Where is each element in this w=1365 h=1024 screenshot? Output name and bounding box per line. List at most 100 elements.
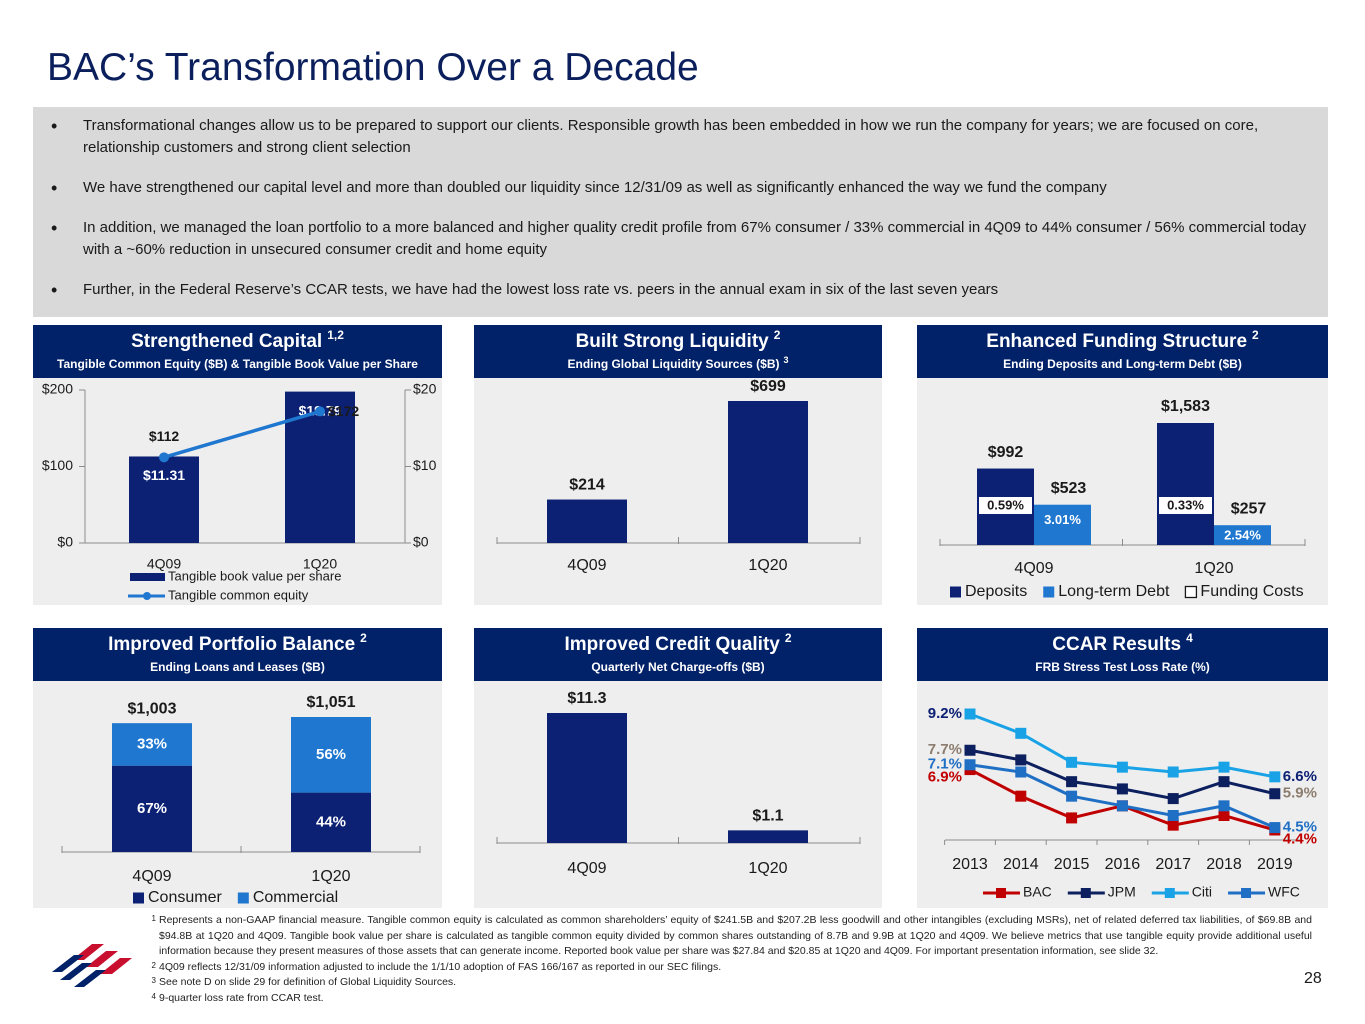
x-tick-label: 4Q09 <box>132 868 171 885</box>
line-marker <box>1015 727 1027 739</box>
panel-title-text: Improved Portfolio Balance <box>108 634 355 655</box>
x-tick-label: 4Q09 <box>1014 560 1053 577</box>
panel-title: Built Strong Liquidity 2 <box>576 328 781 352</box>
panel-subtitle-text: FRB Stress Test Loss Rate (%) <box>1035 660 1210 674</box>
footnote-text: 4Q09 reflects 12/31/09 information adjus… <box>159 960 722 973</box>
x-tick-label: 1Q20 <box>748 860 787 877</box>
bar-value-label: $11.31 <box>143 467 185 483</box>
line-marker <box>964 744 976 756</box>
panel-subtitle: Ending Global Liquidity Sources ($B) 3 <box>567 355 788 371</box>
total-label: $1,051 <box>307 694 356 711</box>
bar <box>1034 504 1091 545</box>
line-marker <box>964 708 976 720</box>
segment-label: 67% <box>137 800 167 817</box>
title-superscript: 1,2 <box>327 328 344 342</box>
title-superscript: 2 <box>774 328 781 342</box>
legend-label: Tangible book value per share <box>168 568 341 583</box>
panel-title-text: Strengthened Capital <box>131 331 322 352</box>
legend-swatch <box>130 573 165 581</box>
bar <box>129 456 199 543</box>
panel-title: Improved Credit Quality 2 <box>564 631 791 655</box>
line-value-label: $172 <box>328 403 359 419</box>
x-tick-label: 2019 <box>1257 856 1293 873</box>
footnote-text: Represents a non-GAAP financial measure.… <box>159 914 1312 957</box>
legend-swatch <box>133 892 144 904</box>
bar-value-label: $257 <box>1231 500 1267 517</box>
line-marker <box>1269 822 1281 834</box>
line-value-label: 5.9% <box>1283 785 1317 802</box>
line-value-label: 9.2% <box>928 705 962 722</box>
legend-label: Commercial <box>253 889 338 906</box>
cost-label-box <box>979 497 1032 514</box>
legend-swatch <box>237 892 249 904</box>
page-number: 28 <box>1304 970 1322 987</box>
bar <box>547 713 627 843</box>
legend-label: JPM <box>1108 884 1136 900</box>
line-marker <box>1116 761 1128 773</box>
logo <box>52 944 132 987</box>
line-marker <box>1116 783 1128 795</box>
legend-marker <box>1241 888 1252 898</box>
bar-value-label: $992 <box>988 444 1024 461</box>
line-point <box>315 406 325 417</box>
legend-label: Funding Costs <box>1200 583 1303 600</box>
panel-subtitle-text: Ending Global Liquidity Sources ($B) <box>567 357 779 371</box>
bullet: Further, in the Federal Reserve’s CCAR t… <box>51 279 1314 301</box>
panel-header <box>33 628 442 681</box>
line-value-label: $112 <box>149 428 180 444</box>
legend-swatch <box>950 586 961 598</box>
panel-subtitle: Ending Deposits and Long-term Debt ($B) <box>1003 357 1242 371</box>
line-marker <box>964 759 976 771</box>
panel-header <box>917 325 1328 378</box>
legend-label: BAC <box>1023 884 1052 900</box>
bar-value-label: $699 <box>750 378 786 395</box>
bar-segment <box>291 717 371 793</box>
bullet-box: Transformational changes allow us to be … <box>33 107 1328 317</box>
panel-title-text: CCAR Results <box>1052 634 1181 655</box>
y2-tick-label: $0 <box>413 534 429 550</box>
x-tick-label: 1Q20 <box>303 556 337 572</box>
line-value-label: 6.6% <box>1283 768 1317 785</box>
footnote-text: See note D on slide 29 for definition of… <box>159 976 457 988</box>
line-point <box>159 452 169 463</box>
y2-tick-label: $20 <box>413 381 437 397</box>
segment-label: 56% <box>316 746 346 763</box>
legend-label: Deposits <box>965 583 1027 600</box>
panel-subtitle-text: Tangible Common Equity ($B) & Tangible B… <box>57 357 418 371</box>
panel-title: Strengthened Capital 1,2 <box>131 328 344 352</box>
panel-subtitle: Ending Loans and Leases ($B) <box>150 660 325 674</box>
x-tick-label: 1Q20 <box>311 868 350 885</box>
x-tick-label: 2017 <box>1155 856 1191 873</box>
legend-marker <box>996 888 1006 898</box>
y2-tick-label: $10 <box>413 457 437 473</box>
line-marker <box>1269 788 1281 800</box>
title-superscript: 2 <box>360 631 367 645</box>
bar-value-label: $214 <box>569 477 605 494</box>
y-tick-label: $200 <box>42 381 73 397</box>
panel-title: CCAR Results 4 <box>1052 631 1193 655</box>
footnote-marker: 2 <box>151 960 156 970</box>
total-label: $1,003 <box>128 700 177 717</box>
line-marker <box>1066 790 1078 802</box>
bar-segment <box>291 792 371 852</box>
cost-label: 3.01% <box>1044 512 1081 527</box>
line-marker <box>1167 810 1179 821</box>
line-marker <box>1015 790 1027 802</box>
line-marker <box>1218 776 1230 788</box>
panel-header <box>474 325 882 378</box>
x-tick-label: 4Q09 <box>147 556 181 572</box>
line-value-label: 7.7% <box>928 741 962 758</box>
bullet: Transformational changes allow us to be … <box>51 115 1314 159</box>
line-marker <box>1116 800 1128 812</box>
line-marker <box>1066 756 1078 768</box>
legend-marker <box>143 592 151 600</box>
footnote: 1 Represents a non-GAAP financial measure… <box>145 913 1312 960</box>
bar <box>728 830 808 843</box>
line-value-label: 7.1% <box>928 756 962 773</box>
slide-title: BAC’s Transformation Over a Decade <box>47 46 699 89</box>
panel-title-text: Enhanced Funding Structure <box>986 331 1247 352</box>
footnote-marker: 4 <box>151 991 156 1001</box>
bar-value-label: $523 <box>1051 480 1087 497</box>
title-superscript: 2 <box>785 631 792 645</box>
legend-marker <box>1080 888 1091 898</box>
